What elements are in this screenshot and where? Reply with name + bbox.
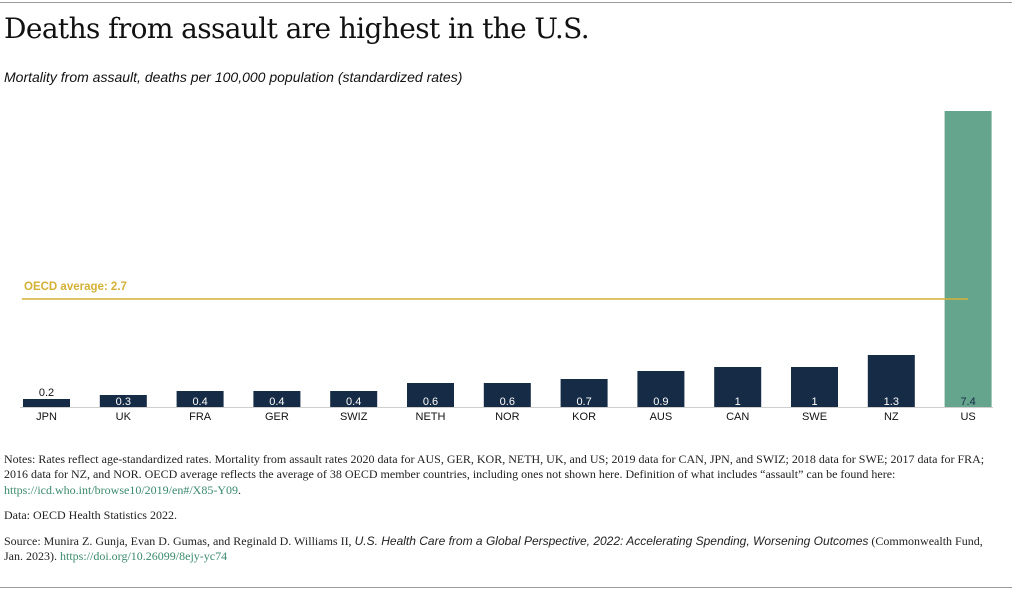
bar-nor	[483, 383, 531, 407]
value-label-fra: 0.4	[192, 396, 207, 408]
bar-nz	[867, 355, 915, 407]
data-source: Data: OECD Health Statistics 2022.	[4, 508, 177, 523]
tick-label-jpn: JPN	[36, 411, 57, 423]
bar-aus	[637, 371, 685, 407]
value-label-uk: 0.3	[116, 396, 131, 408]
value-label-swe: 1	[811, 396, 817, 408]
doi-link[interactable]: https://doi.org/10.26099/8ejy-yc74	[60, 549, 228, 564]
value-label-us: 7.4	[960, 396, 975, 408]
top-rule	[0, 2, 1012, 3]
bar-uk	[99, 395, 147, 407]
notes-paragraph: Notes: Rates reflect age-standardized ra…	[4, 452, 1004, 498]
chart-title: Deaths from assault are highest in the U…	[4, 12, 590, 45]
bar-fra	[176, 391, 224, 407]
tick-label-nz: NZ	[884, 411, 899, 423]
tick-label-us: US	[960, 411, 975, 423]
value-label-aus: 0.9	[653, 396, 668, 408]
icd-link[interactable]: https://icd.who.int/browse10/2019/en#/X8…	[4, 482, 238, 497]
tick-label-can: CAN	[726, 411, 749, 423]
bar-can	[714, 367, 762, 407]
tick-label-swe: SWE	[802, 411, 827, 423]
tick-label-kor: KOR	[572, 411, 596, 423]
value-label-can: 1	[735, 396, 741, 408]
tick-label-uk: UK	[116, 411, 132, 423]
notes-link-suffix: .	[237, 482, 241, 497]
tick-label-ger: GER	[265, 411, 289, 423]
bar-ger	[253, 391, 301, 407]
value-label-neth: 0.6	[423, 396, 438, 408]
bottom-rule	[0, 587, 1012, 588]
tick-label-swiz: SWIZ	[340, 411, 368, 423]
tick-label-fra: FRA	[189, 411, 212, 423]
bar-swe	[791, 367, 838, 407]
bar-chart: 0.2 JPN 0.3 UK 0.4 FRA 0.4 GER 0.4 SWIZ 0.6 NETH 0.6…	[20, 111, 993, 423]
value-label-swiz: 0.4	[346, 396, 361, 408]
tick-label-neth: NETH	[416, 411, 446, 423]
bar-swiz	[330, 391, 378, 407]
value-label-nz: 1.3	[884, 396, 899, 408]
footnotes: Notes: Rates reflect age-standardized ra…	[4, 452, 1004, 574]
source-suffix: (Commonwealth Fund, Jan. 2023).	[4, 533, 983, 564]
bar-neth	[407, 383, 454, 407]
bar-kor	[560, 379, 608, 407]
value-label-kor: 0.7	[576, 396, 591, 408]
oecd-average-label: OECD average: 2.7	[24, 281, 127, 293]
bar-us	[944, 111, 992, 407]
source-prefix: Source: Munira Z. Gunja, Evan D. Gumas, …	[4, 533, 352, 548]
bar-jpn	[23, 399, 70, 407]
tick-label-aus: AUS	[650, 411, 673, 423]
notes-text: Notes: Rates reflect age-standardized ra…	[4, 452, 985, 482]
tick-label-nor: NOR	[495, 411, 520, 423]
report-title: U.S. Health Care from a Global Perspecti…	[354, 533, 869, 548]
value-label-jpn: 0.2	[39, 387, 54, 399]
value-label-nor: 0.6	[500, 396, 515, 408]
chart-subtitle: Mortality from assault, deaths per 100,0…	[4, 69, 463, 85]
value-label-ger: 0.4	[269, 396, 284, 408]
source-paragraph: Source: Munira Z. Gunja, Evan D. Gumas, …	[4, 534, 1004, 565]
